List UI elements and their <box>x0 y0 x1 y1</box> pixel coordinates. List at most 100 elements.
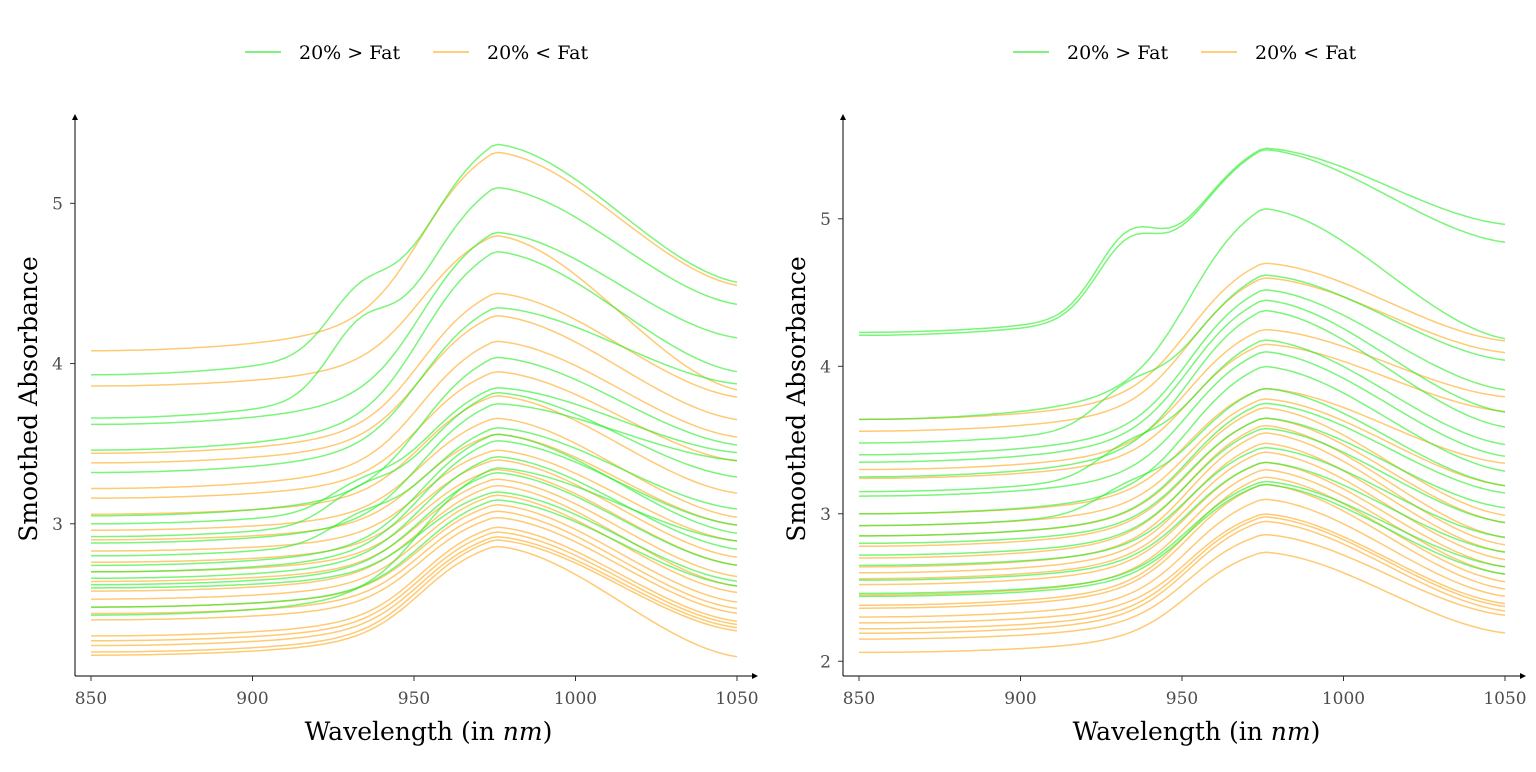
series-line-low-fat-3 <box>859 208 1506 421</box>
series-line-high-fat-12 <box>859 451 1506 580</box>
y-tick-label: 4 <box>52 355 63 375</box>
series-line-low-fat-12 <box>859 402 1506 537</box>
y-tick-label: 3 <box>820 505 831 525</box>
series-line-low-fat-16 <box>91 499 738 608</box>
x-tick-label: 950 <box>1166 689 1198 709</box>
series-line-high-fat-18 <box>859 513 1506 624</box>
x-axis-title: Wavelength (in nm) <box>1073 717 1321 746</box>
series-line-high-fat-19 <box>91 526 738 637</box>
x-axis-title: Wavelength (in nm) <box>305 717 553 746</box>
series-line-high-fat-17 <box>91 510 738 615</box>
y-tick-label: 4 <box>820 357 831 377</box>
series-line-high-fat-11 <box>859 442 1506 574</box>
x-axis-arrow <box>1520 673 1526 679</box>
series-line-high-fat-22 <box>91 539 738 653</box>
series-line-high-fat-22 <box>859 551 1506 654</box>
series-line-low-fat-13 <box>859 417 1506 545</box>
series-line-low-fat-10 <box>859 365 1506 515</box>
x-tick-label: 1000 <box>1322 689 1365 709</box>
series-line-low-fat-8 <box>859 339 1506 493</box>
series-line-low-fat-2 <box>91 186 738 419</box>
series-line-low-fat-11 <box>859 387 1506 527</box>
series-line-low-fat-1 <box>859 147 1506 334</box>
series-line-high-fat-1 <box>859 262 1506 421</box>
series-line-low-fat-17 <box>91 467 738 616</box>
series-line-low-fat-10 <box>91 427 738 557</box>
series-line-low-fat-14 <box>859 427 1506 556</box>
series-line-high-fat-20 <box>859 520 1506 634</box>
legend-label-2: 20% < Fat <box>487 42 588 64</box>
series-lines <box>90 143 738 658</box>
y-tick-label: 2 <box>820 652 831 672</box>
series-line-low-fat-6 <box>91 356 738 517</box>
series-line-low-fat-5 <box>859 289 1506 456</box>
x-tick-label: 1000 <box>554 689 597 709</box>
series-line-high-fat-8 <box>859 417 1506 547</box>
series-line-high-fat-14 <box>859 469 1506 596</box>
series-line-low-fat-7 <box>91 386 738 525</box>
y-tick-label: 5 <box>820 210 831 230</box>
legend-label-1: 20% > Fat <box>299 42 400 64</box>
series-line-low-fat-8 <box>91 391 738 538</box>
series-line-high-fat-21 <box>859 533 1506 640</box>
y-axis-title: Smoothed Absorbance <box>782 256 811 542</box>
series-line-high-fat-1 <box>91 151 738 352</box>
x-tick-label: 850 <box>75 689 107 709</box>
series-line-low-fat-12 <box>90 439 738 573</box>
series-line-high-fat-11 <box>91 459 738 563</box>
series-line-high-fat-13 <box>91 478 738 583</box>
series-line-high-fat-17 <box>859 498 1506 618</box>
x-tick-label: 900 <box>236 689 268 709</box>
series-line-high-fat-23 <box>91 545 738 658</box>
series-line-low-fat-9 <box>859 351 1506 497</box>
x-axis-arrow <box>752 673 758 679</box>
panel-right: 850 900 950 1000 1050 2 3 4 5 Wavelength (in nm) S… <box>782 42 1527 746</box>
y-tick-label: 5 <box>52 194 63 214</box>
x-tick-label: 1050 <box>715 689 758 709</box>
series-line-high-fat-10 <box>859 432 1506 568</box>
series-line-high-fat-13 <box>859 461 1506 586</box>
series-line-high-fat-19 <box>859 516 1506 630</box>
series-line-low-fat-15 <box>859 446 1506 567</box>
y-axis-arrow <box>72 114 78 120</box>
legend-label-1: 20% > Fat <box>1067 42 1168 64</box>
x-tick-label: 950 <box>398 689 430 709</box>
x-tick-label: 850 <box>843 689 875 709</box>
series-line-high-fat-2 <box>91 234 738 391</box>
series-line-high-fat-20 <box>91 531 738 642</box>
series-line-low-fat-7 <box>859 309 1506 478</box>
series-line-high-fat-3 <box>91 292 738 455</box>
series-line-low-fat-17 <box>859 480 1506 595</box>
series-line-low-fat-18 <box>859 483 1506 598</box>
series-line-high-fat-16 <box>859 483 1506 609</box>
series-line-low-fat-3 <box>91 231 738 426</box>
legend: 20% > Fat 20% < Fat <box>245 42 588 64</box>
series-line-high-fat-10 <box>91 449 738 552</box>
series-line-high-fat-3 <box>859 328 1506 471</box>
y-axis-arrow <box>840 114 846 120</box>
series-line-low-fat-6 <box>858 299 1506 463</box>
series-line-low-fat-14 <box>91 471 738 586</box>
series-line-low-fat-1 <box>91 143 738 376</box>
series-line-high-fat-15 <box>91 494 738 600</box>
series-line-high-fat-21 <box>90 536 738 647</box>
series-line-low-fat-2 <box>859 148 1506 337</box>
legend-label-2: 20% < Fat <box>1255 42 1356 64</box>
series-line-high-fat-18 <box>91 516 738 621</box>
axes: 850 900 950 1000 1050 3 4 5 <box>52 114 759 709</box>
panel-left: 850 900 950 1000 1050 3 4 5 Wavelength (in nm) Sm… <box>14 42 759 746</box>
y-axis-title: Smoothed Absorbance <box>14 256 43 542</box>
series-line-high-fat-4 <box>91 314 738 464</box>
x-tick-label: 1050 <box>1483 689 1526 709</box>
series-line-low-fat-5 <box>91 306 738 474</box>
axes: 850 900 950 1000 1050 2 3 4 5 <box>820 114 1527 709</box>
legend: 20% > Fat 20% < Fat <box>1013 42 1356 64</box>
y-tick-label: 3 <box>52 515 63 535</box>
series-line-low-fat-4 <box>859 274 1506 444</box>
series-line-low-fat-16 <box>859 461 1506 581</box>
x-tick-label: 900 <box>1004 689 1036 709</box>
series-line-low-fat-4 <box>91 250 738 451</box>
series-lines <box>858 147 1506 654</box>
